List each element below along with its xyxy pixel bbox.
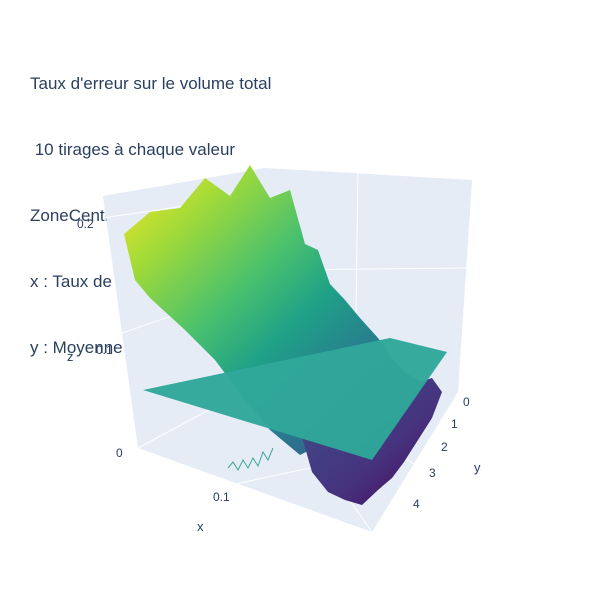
title-line-1: Taux d'erreur sur le volume total — [30, 74, 272, 93]
z-tick-label: 0 — [116, 446, 123, 460]
y-axis-title: y — [474, 460, 481, 475]
reference-plane — [143, 338, 447, 460]
title-line-3: ZoneCentre — [30, 206, 120, 225]
error-surface — [124, 165, 447, 505]
z-axis-title: z — [67, 349, 74, 364]
x-axis-title: x — [197, 519, 204, 534]
title-line-2: 10 tirages à chaque valeur — [30, 140, 236, 159]
y-tick-label: 1 — [451, 417, 458, 431]
x-tick-label: 0.1 — [213, 490, 230, 504]
y-tick-label: 3 — [429, 466, 436, 480]
y-tick-label: 0 — [463, 395, 470, 409]
z-tick-label: 0.1 — [96, 343, 113, 357]
y-tick-label: 4 — [413, 497, 420, 511]
wave-contour — [227, 447, 274, 472]
z-tick-label: 0.2 — [77, 217, 94, 231]
y-tick-label: 2 — [441, 440, 448, 454]
